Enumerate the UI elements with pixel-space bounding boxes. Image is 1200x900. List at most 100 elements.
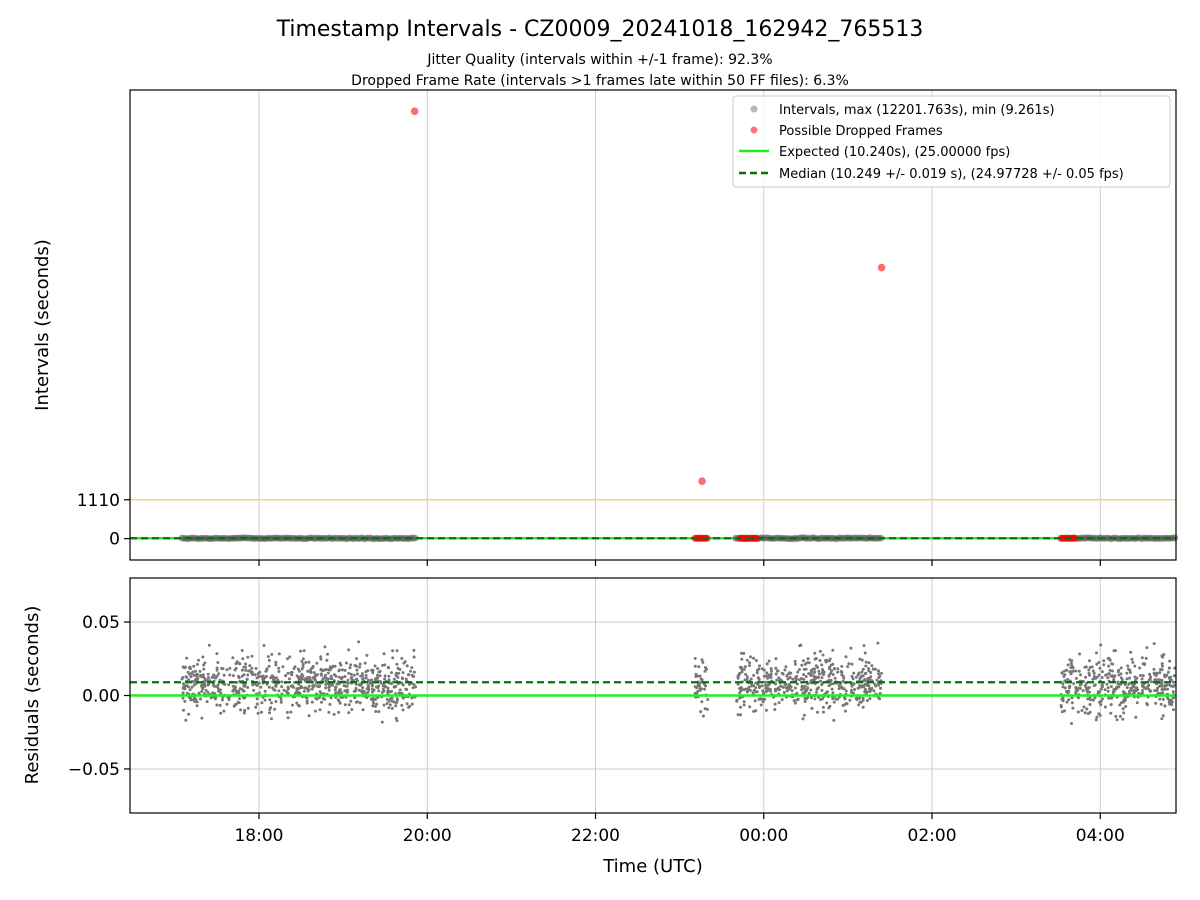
residual-point [338, 688, 342, 692]
residual-point [198, 669, 202, 673]
residual-point [255, 683, 259, 687]
residual-point [368, 681, 372, 685]
residual-point [412, 670, 416, 674]
residual-point [1106, 672, 1110, 676]
residual-point [197, 691, 201, 695]
residual-point [1059, 704, 1063, 707]
residual-point [395, 701, 399, 705]
residual-point [387, 706, 391, 710]
residual-point [347, 648, 351, 652]
residual-point [1099, 643, 1103, 647]
residual-point [297, 678, 301, 682]
residual-point [182, 708, 185, 712]
residual-point [286, 691, 290, 695]
residual-point [313, 678, 317, 682]
residual-point [382, 652, 386, 656]
interval-point [1171, 534, 1179, 542]
residual-point [813, 667, 816, 671]
residual-point [1070, 659, 1074, 663]
residual-point [318, 708, 322, 712]
residual-point [286, 716, 290, 720]
residual-point [202, 663, 206, 667]
residual-point [1160, 662, 1164, 666]
residual-point [323, 645, 327, 649]
residual-point [201, 675, 205, 678]
residual-point [340, 675, 344, 679]
legend-dropped-marker [750, 126, 758, 134]
residual-point [201, 655, 205, 659]
residual-point [1168, 683, 1171, 687]
residual-point [855, 696, 859, 700]
residual-point [188, 672, 192, 676]
residual-point [831, 691, 835, 695]
residual-point [774, 666, 778, 670]
residual-point [1097, 712, 1101, 716]
residual-point [355, 672, 359, 676]
residual-point [272, 677, 276, 681]
residual-point [377, 710, 381, 714]
residual-point [754, 681, 758, 685]
residual-point [742, 700, 746, 704]
residual-point [407, 673, 411, 677]
residual-point [840, 664, 844, 668]
residual-point [195, 675, 199, 678]
residual-point [1074, 690, 1078, 694]
residual-point [844, 709, 847, 713]
residual-point [298, 675, 302, 679]
dropped-outlier-0 [410, 107, 419, 116]
residual-point [207, 643, 211, 647]
residual-point [748, 705, 752, 709]
residual-point [693, 657, 697, 660]
residual-point [216, 683, 220, 687]
residual-point [1072, 682, 1076, 686]
residual-point [228, 666, 232, 670]
residual-point [362, 690, 366, 693]
residual-point [398, 688, 402, 692]
residual-point [1109, 711, 1113, 715]
residual-point [391, 656, 395, 660]
residual-point [1133, 664, 1137, 668]
residual-point [843, 696, 847, 700]
residual-point [754, 659, 758, 662]
residual-point [380, 720, 384, 724]
residual-point [1128, 681, 1132, 685]
residual-point [382, 703, 386, 707]
residual-point [857, 671, 861, 675]
residual-point [785, 674, 789, 678]
residual-point [864, 660, 868, 664]
residual-point [323, 697, 327, 701]
residual-point [829, 671, 833, 675]
residual-point [793, 686, 797, 690]
residual-point [774, 672, 778, 676]
residual-point [324, 686, 328, 690]
residual-point [287, 677, 291, 681]
residual-point [299, 649, 303, 653]
residual-point [364, 674, 368, 677]
residual-point [1069, 661, 1073, 665]
residual-point [412, 683, 416, 687]
residual-point [1070, 670, 1074, 673]
residual-point [819, 698, 823, 702]
residual-point [334, 686, 338, 689]
residual-point [767, 659, 771, 663]
residual-point [392, 677, 396, 681]
residual-point [383, 677, 387, 681]
residual-point [1119, 672, 1123, 676]
residual-point [766, 683, 769, 687]
residual-point [749, 655, 753, 659]
residual-point [376, 673, 379, 677]
residual-point [1129, 650, 1133, 654]
residual-point [268, 707, 272, 711]
residual-point [698, 674, 702, 678]
residual-point [397, 691, 401, 695]
residual-point [1081, 689, 1085, 693]
residual-point [782, 691, 786, 694]
residual-point [1167, 666, 1171, 670]
residual-point [798, 678, 801, 682]
residual-point [1095, 662, 1099, 666]
residual-point [850, 684, 854, 688]
residual-point [316, 684, 320, 688]
residual-point [1135, 701, 1139, 705]
residual-point [237, 691, 241, 695]
bottom-panel: −0.05 0.00 0.05 18:00 20:00 22:00 00:00 02:00 0… [22, 577, 1177, 877]
